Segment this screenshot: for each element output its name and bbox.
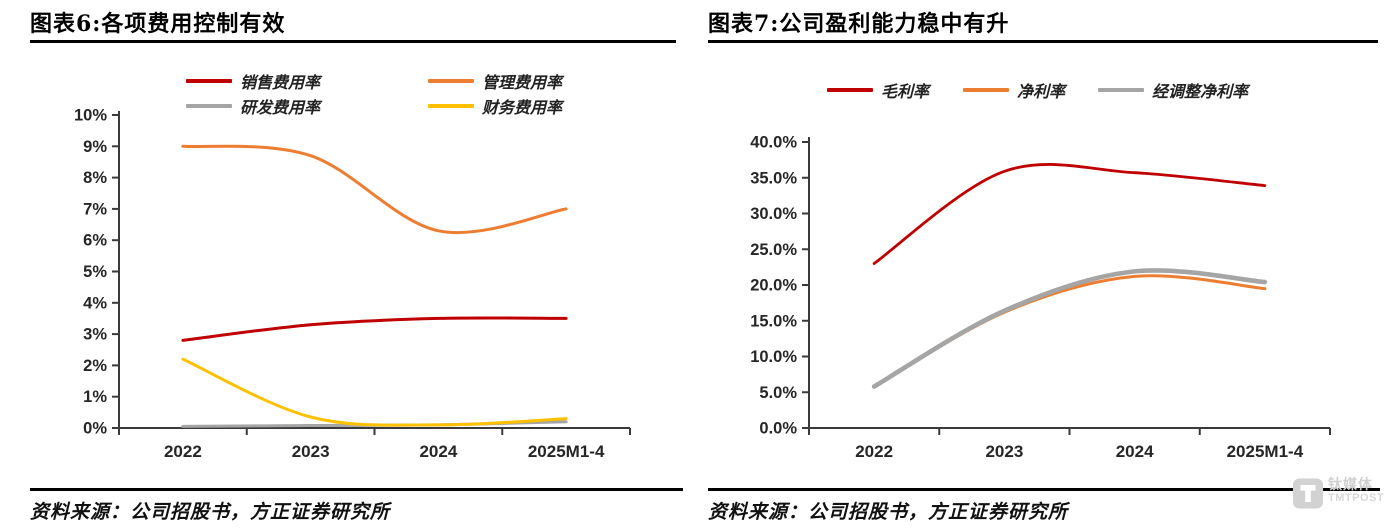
legend-item-gross-margin: 毛利率 [827,81,930,101]
y-tick-label: 30.0% [750,205,797,223]
legend-swatch [428,79,474,83]
tmtpost-name-cn: 钛媒体 [1328,476,1373,492]
chart7-title: 图表7:公司盈利能力稳中有升 [708,11,1010,37]
legend-label: 净利率 [1017,82,1066,101]
legend-label: 经调整净利率 [1152,82,1249,101]
y-tick-label: 15.0% [750,312,797,330]
y-tick-label: 25.0% [750,241,797,259]
x-tick-label: 2023 [292,442,330,461]
tmtpost-watermark: 钛媒体 TMTPOST [1292,477,1384,510]
y-tick-label: 2% [83,357,107,375]
x-tick-label: 2022 [164,442,202,461]
legend-swatch [827,88,873,92]
chart7-footer-rule [708,488,1380,491]
legend-item-adjusted-net-margin: 经调整净利率 [1098,81,1249,101]
y-tick-label: 0% [83,420,107,438]
x-tick-label: 2024 [1116,442,1154,461]
legend-item-finance-expense: 财务费用率 [428,97,563,117]
y-tick-label: 3% [83,326,107,344]
profitability-line-chart: 0.0% 5.0% 10.0% 15.0% 20.0% 25.0% 30.0% 35.0% 40… [750,134,1331,461]
chart6-source: 资料来源：公司招股书，方正证券研究所 [30,501,391,523]
x-tick-label: 2025M1-4 [528,442,605,461]
y-tick-label: 5% [83,263,107,281]
y-tick-label: 0.0% [759,420,797,438]
y-tick-label: 6% [83,232,107,250]
legend-swatch [1098,88,1144,92]
series-line-0 [872,163,1267,265]
legend-swatch [428,104,474,108]
series-line-1 [872,274,1267,389]
tmtpost-logo-icon [1292,478,1324,509]
tmtpost-name-en: TMTPOST [1328,492,1385,504]
y-tick-label: 8% [83,169,107,187]
x-tick-label: 2022 [855,442,893,461]
legend-item-admin-expense: 管理费用率 [428,72,563,92]
y-tick-label: 4% [83,294,107,312]
series-line-0 [181,316,568,342]
series-line-1 [181,144,568,235]
legend-label: 销售费用率 [240,73,321,92]
y-tick-label: 1% [83,388,107,406]
y-tick-label: 5.0% [759,384,797,402]
chart6-footer-rule [30,488,683,491]
chart7-title-rule [708,40,1378,43]
legend-label: 研发费用率 [240,98,321,117]
chart7-source: 资料来源：公司招股书，方正证券研究所 [708,501,1069,523]
legend-item-net-margin: 净利率 [963,81,1066,101]
series-line-2 [871,268,1268,389]
tmtpost-watermark-text: 钛媒体 TMTPOST [1328,477,1384,504]
series-line-3 [181,357,568,427]
x-tick-label: 2024 [419,442,457,461]
y-tick-label: 7% [83,200,107,218]
y-tick-label: 10% [74,107,107,125]
y-tick-label: 20.0% [750,277,797,295]
legend-swatch [963,88,1009,92]
expense-ratio-line-chart: 0% 1% 2% 3% 4% 5% 6% 7% 8% 9% 10% 2022 2023 2024 2025M… [74,107,631,461]
y-tick-label: 35.0% [750,169,797,187]
y-tick-label: 40.0% [750,134,797,152]
x-tick-label: 2025M1-4 [1227,442,1304,461]
legend-item-sales-expense: 销售费用率 [186,72,321,92]
x-tick-label: 2023 [985,442,1023,461]
legend-label: 管理费用率 [482,73,563,92]
chart6-title: 图表6:各项费用控制有效 [30,11,286,37]
y-tick-label: 10.0% [750,348,797,366]
legend-swatch [186,79,232,83]
legend-item-rnd-expense: 研发费用率 [186,97,321,117]
legend-label: 毛利率 [881,82,930,101]
y-tick-label: 9% [83,138,107,156]
legend-swatch [186,104,232,108]
legend-label: 财务费用率 [482,98,563,117]
chart6-title-rule [30,40,676,43]
